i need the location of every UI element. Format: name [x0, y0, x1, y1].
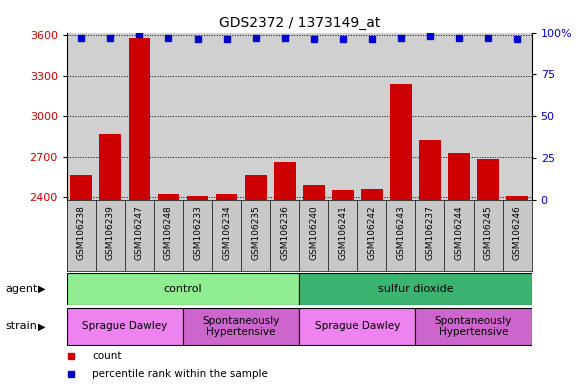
Text: agent: agent [6, 284, 38, 294]
Text: GSM106236: GSM106236 [280, 205, 289, 260]
Text: ▶: ▶ [38, 284, 45, 294]
Bar [157, 194, 180, 200]
Bar [477, 159, 499, 200]
Bar [390, 84, 412, 200]
Bar [299, 273, 532, 305]
Bar [419, 141, 441, 200]
Bar [299, 308, 415, 345]
Text: GSM106235: GSM106235 [251, 205, 260, 260]
Bar [361, 189, 383, 200]
Bar [506, 195, 528, 200]
Bar [415, 308, 532, 345]
Bar [245, 175, 267, 200]
Text: GSM106248: GSM106248 [164, 205, 173, 260]
Text: GSM106237: GSM106237 [425, 205, 435, 260]
Bar [216, 194, 238, 200]
Text: GSM106247: GSM106247 [135, 205, 144, 260]
Text: ▶: ▶ [38, 321, 45, 331]
Text: percentile rank within the sample: percentile rank within the sample [92, 369, 268, 379]
Text: GSM106240: GSM106240 [309, 205, 318, 260]
Text: sulfur dioxide: sulfur dioxide [378, 284, 453, 294]
Bar [70, 175, 92, 200]
Text: GSM106241: GSM106241 [338, 205, 347, 260]
Bar [274, 162, 296, 200]
Text: Spontaneously
Hypertensive: Spontaneously Hypertensive [202, 316, 280, 337]
Text: strain: strain [6, 321, 38, 331]
Bar [67, 273, 299, 305]
Bar [183, 308, 299, 345]
Text: count: count [92, 351, 122, 361]
Text: Spontaneously
Hypertensive: Spontaneously Hypertensive [435, 316, 512, 337]
Bar [448, 152, 470, 200]
Text: GSM106234: GSM106234 [222, 205, 231, 260]
Bar [303, 185, 325, 200]
Text: GSM106245: GSM106245 [483, 205, 493, 260]
Text: GSM106242: GSM106242 [367, 205, 376, 260]
Bar [67, 308, 183, 345]
Text: Sprague Dawley: Sprague Dawley [315, 321, 400, 331]
Text: GSM106244: GSM106244 [454, 205, 464, 260]
Text: GSM106246: GSM106246 [512, 205, 522, 260]
Bar [99, 134, 121, 200]
Text: GSM106238: GSM106238 [77, 205, 86, 260]
Bar [187, 195, 209, 200]
Bar [332, 190, 354, 200]
Text: GSM106243: GSM106243 [396, 205, 406, 260]
Bar [128, 38, 150, 200]
Text: GSM106233: GSM106233 [193, 205, 202, 260]
Title: GDS2372 / 1373149_at: GDS2372 / 1373149_at [218, 16, 380, 30]
Text: GSM106239: GSM106239 [106, 205, 115, 260]
Text: control: control [164, 284, 202, 294]
Text: Sprague Dawley: Sprague Dawley [83, 321, 167, 331]
